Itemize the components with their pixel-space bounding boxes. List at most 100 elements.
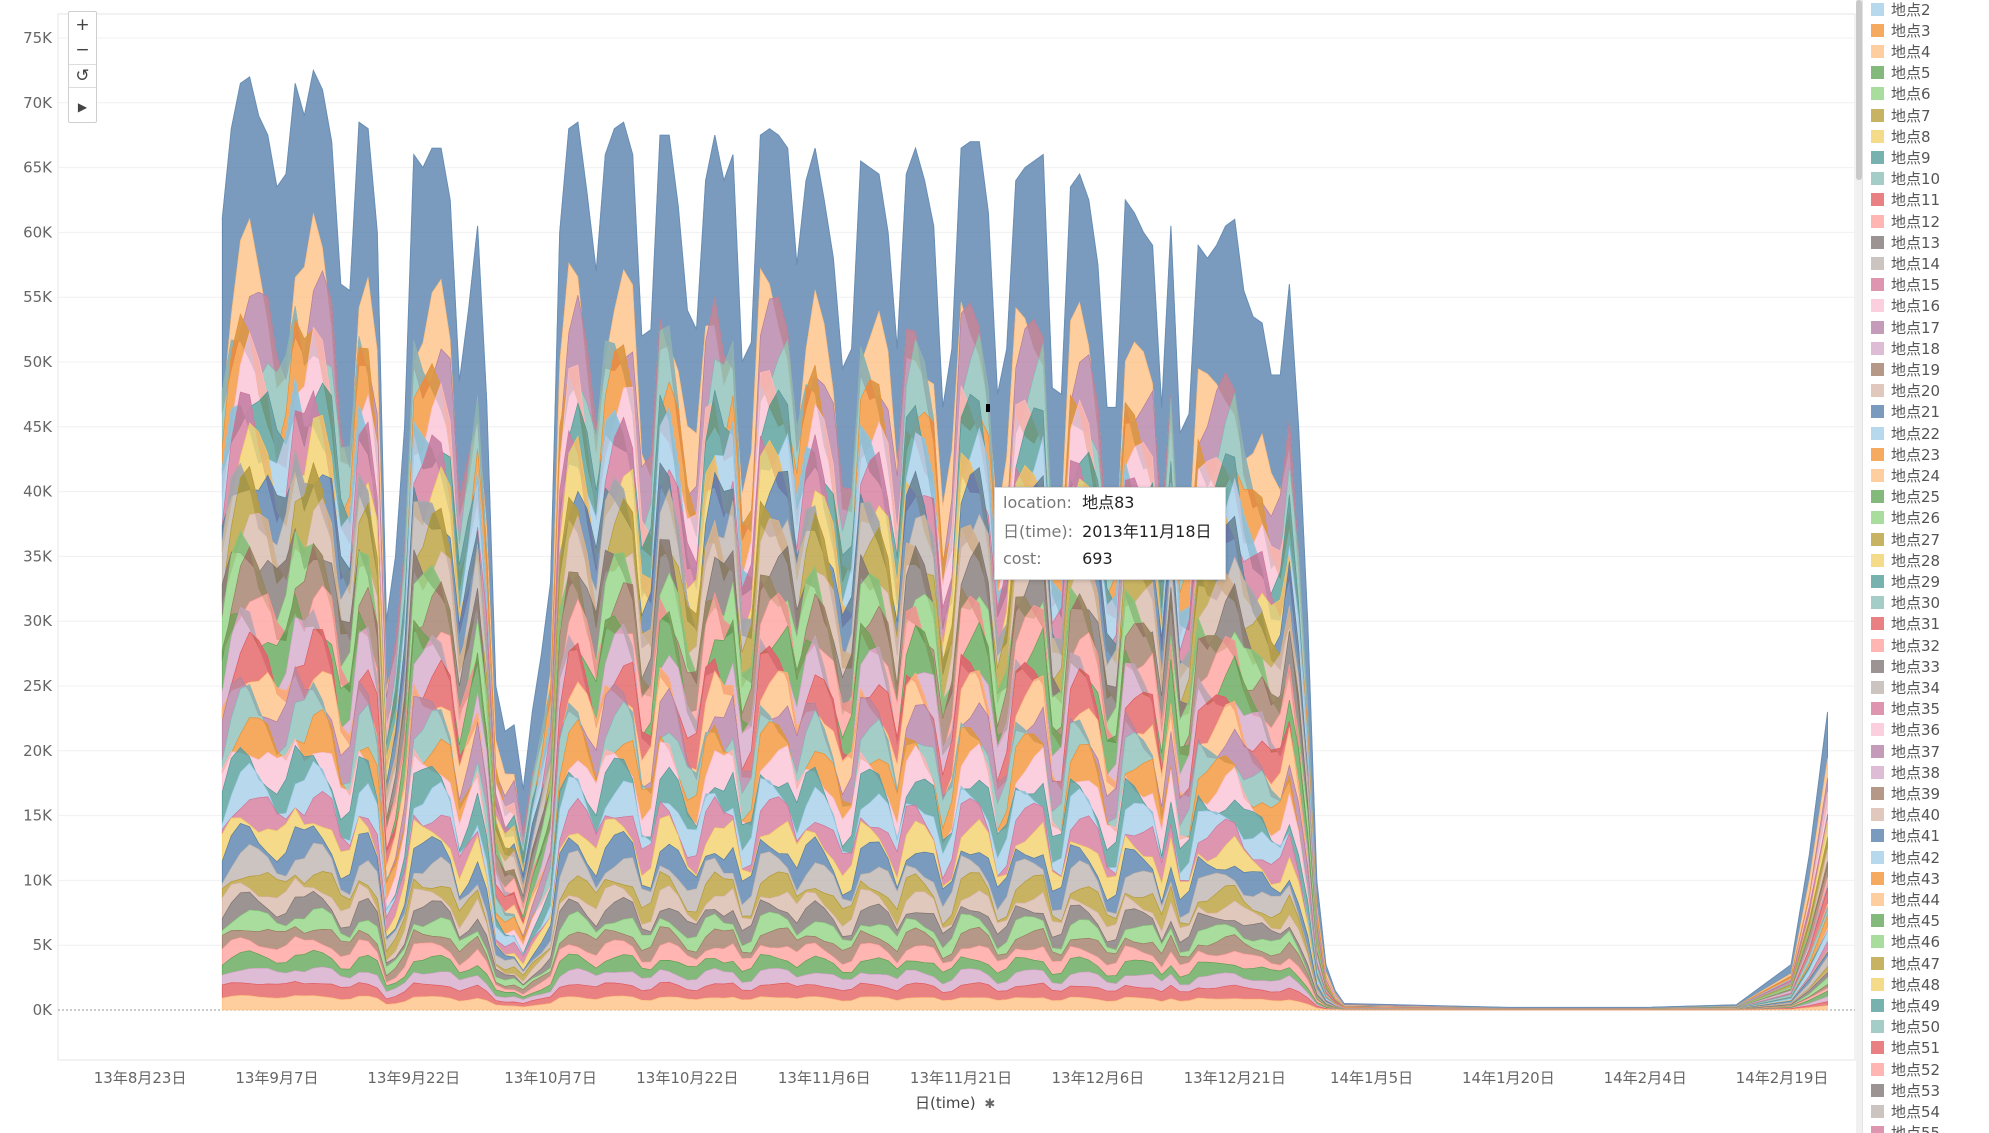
pin-icon[interactable]: ✱ <box>984 1097 996 1112</box>
legend-item[interactable]: 地点6 <box>1871 84 1931 104</box>
legend-item[interactable]: 地点52 <box>1871 1059 1940 1079</box>
legend-item[interactable]: 地点55 <box>1871 1123 1940 1133</box>
legend-item[interactable]: 地点29 <box>1871 571 1940 591</box>
legend-item[interactable]: 地点17 <box>1871 317 1940 337</box>
legend-swatch <box>1871 278 1884 292</box>
legend-item[interactable]: 地点49 <box>1871 995 1940 1015</box>
legend-item[interactable]: 地点46 <box>1871 932 1940 952</box>
legend-item[interactable]: 地点48 <box>1871 974 1940 994</box>
legend-item[interactable]: 地点43 <box>1871 868 1940 888</box>
legend-item[interactable]: 地点14 <box>1871 253 1940 273</box>
legend-item[interactable]: 地点10 <box>1871 169 1940 189</box>
legend-swatch <box>1871 511 1884 525</box>
legend-item[interactable]: 地点27 <box>1871 529 1940 549</box>
legend-item[interactable]: 地点33 <box>1871 656 1940 676</box>
legend-item[interactable]: 地点30 <box>1871 593 1940 613</box>
legend-swatch <box>1871 829 1884 843</box>
legend-item[interactable]: 地点3 <box>1871 20 1931 40</box>
legend-label: 地点5 <box>1891 64 1931 83</box>
area-band <box>221 994 1828 1011</box>
legend-item[interactable]: 地点53 <box>1871 1080 1940 1100</box>
zoom-out-button[interactable]: − <box>75 40 90 60</box>
legend-label: 地点25 <box>1891 488 1941 507</box>
legend-item[interactable]: 地点21 <box>1871 402 1940 422</box>
legend-label: 地点40 <box>1891 806 1941 825</box>
legend-label: 地点34 <box>1891 678 1941 697</box>
legend-item[interactable]: 地点7 <box>1871 105 1931 125</box>
y-tick-label: 30K <box>23 612 53 630</box>
legend-item[interactable]: 地点5 <box>1871 63 1931 83</box>
play-button[interactable]: ▶ <box>77 100 88 114</box>
legend-item[interactable]: 地点9 <box>1871 147 1931 167</box>
legend-item[interactable]: 地点36 <box>1871 720 1940 740</box>
legend-item[interactable]: 地点38 <box>1871 762 1940 782</box>
legend-item[interactable]: 地点42 <box>1871 847 1940 867</box>
legend-item[interactable]: 地点12 <box>1871 211 1940 231</box>
legend-item[interactable]: 地点39 <box>1871 783 1940 803</box>
legend-item[interactable]: 地点24 <box>1871 465 1940 485</box>
zoom-controls: + − ↺ ▶ <box>68 11 97 123</box>
legend-swatch <box>1871 490 1884 504</box>
legend-label: 地点46 <box>1891 933 1941 952</box>
legend-label: 地点18 <box>1891 339 1941 358</box>
legend-scrollbar[interactable] <box>1856 0 1862 1133</box>
legend-item[interactable]: 地点54 <box>1871 1101 1940 1121</box>
legend-label: 地点15 <box>1891 276 1941 295</box>
legend-item[interactable]: 地点28 <box>1871 550 1940 570</box>
legend-label: 地点22 <box>1891 424 1941 443</box>
legend-item[interactable]: 地点26 <box>1871 508 1940 528</box>
legend-swatch <box>1871 44 1884 58</box>
legend-label: 地点23 <box>1891 445 1941 464</box>
tooltip-location-value: 地点83 <box>1082 493 1135 512</box>
legend-swatch <box>1871 384 1884 398</box>
legend-item[interactable]: 地点11 <box>1871 190 1940 210</box>
legend-swatch <box>1871 850 1884 864</box>
reset-zoom-button[interactable]: ↺ <box>69 64 96 88</box>
legend-item[interactable]: 地点15 <box>1871 275 1940 295</box>
legend-item[interactable]: 地点40 <box>1871 805 1940 825</box>
legend-item[interactable]: 地点25 <box>1871 487 1940 507</box>
legend-item[interactable]: 地点31 <box>1871 614 1940 634</box>
legend-swatch <box>1871 320 1884 334</box>
legend-swatch <box>1871 214 1884 228</box>
legend-item[interactable]: 地点32 <box>1871 635 1940 655</box>
legend-item[interactable]: 地点20 <box>1871 381 1940 401</box>
legend-item[interactable]: 地点34 <box>1871 677 1940 697</box>
legend-item[interactable]: 地点8 <box>1871 126 1931 146</box>
legend-item[interactable]: 地点18 <box>1871 338 1940 358</box>
legend-item[interactable]: 地点22 <box>1871 423 1940 443</box>
legend-item[interactable]: 地点44 <box>1871 889 1940 909</box>
legend-item[interactable]: 地点35 <box>1871 699 1940 719</box>
tooltip: location: 地点83 日(time): 2013年11月18日 cost… <box>994 487 1226 580</box>
x-tick-label: 14年2月4日 <box>1604 1069 1687 1087</box>
legend-swatch <box>1871 2 1884 16</box>
legend-item[interactable]: 地点50 <box>1871 1017 1940 1037</box>
legend-label: 地点54 <box>1891 1102 1941 1121</box>
legend-item[interactable]: 地点37 <box>1871 741 1940 761</box>
legend-swatch <box>1871 617 1884 631</box>
x-axis-title: 日(time) ✱ <box>915 1092 995 1113</box>
legend-label: 地点49 <box>1891 996 1941 1015</box>
y-tick-label: 40K <box>23 483 53 501</box>
legend-swatch <box>1871 108 1884 122</box>
y-tick-label: 75K <box>23 29 53 47</box>
legend-item[interactable]: 地点23 <box>1871 444 1940 464</box>
legend-item[interactable]: 地点41 <box>1871 826 1940 846</box>
legend-item[interactable]: 地点4 <box>1871 41 1931 61</box>
legend-item[interactable]: 地点13 <box>1871 232 1940 252</box>
legend-item[interactable]: 地点45 <box>1871 911 1940 931</box>
legend-item[interactable]: 地点2 <box>1871 0 1931 19</box>
scrollbar-thumb[interactable] <box>1856 0 1862 180</box>
legend-label: 地点42 <box>1891 848 1941 867</box>
legend-label: 地点50 <box>1891 1018 1941 1037</box>
legend-swatch <box>1871 1104 1884 1118</box>
legend-swatch <box>1871 172 1884 186</box>
legend-item[interactable]: 地点19 <box>1871 359 1940 379</box>
legend-swatch <box>1871 935 1884 949</box>
zoom-in-button[interactable]: + <box>75 15 90 35</box>
legend-swatch <box>1871 956 1884 970</box>
legend-item[interactable]: 地点51 <box>1871 1038 1940 1058</box>
legend-item[interactable]: 地点47 <box>1871 953 1940 973</box>
legend-item[interactable]: 地点16 <box>1871 296 1940 316</box>
legend-label: 地点47 <box>1891 954 1941 973</box>
